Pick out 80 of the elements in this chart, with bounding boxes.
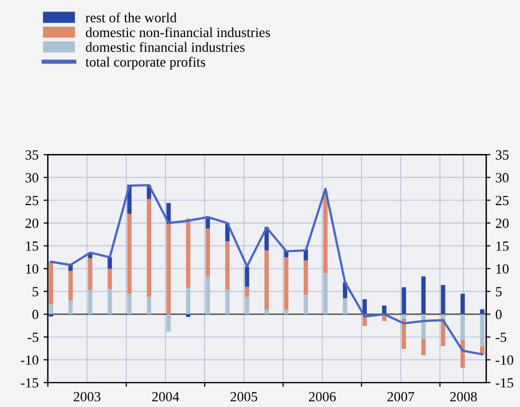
- y2-tick-label: 5: [496, 287, 502, 296]
- bar: [186, 218, 190, 288]
- bar: [284, 257, 288, 310]
- x-tick-label: 2006: [309, 392, 336, 402]
- y2-tick-label: 35: [496, 150, 509, 160]
- y-tick-label: -15: [20, 378, 38, 388]
- bar: [127, 214, 132, 294]
- y-tick-label: 5: [32, 287, 38, 296]
- y2-tick-label: 15: [496, 241, 509, 251]
- bar: [68, 300, 73, 314]
- bar: [440, 314, 446, 319]
- bar: [264, 250, 269, 310]
- bar: [88, 290, 92, 314]
- bar: [186, 314, 190, 317]
- x-tick-label: 2007: [387, 392, 414, 402]
- bar: [362, 299, 367, 314]
- x-tick-label: 2003: [74, 392, 100, 402]
- y-tick-label: 15: [26, 241, 38, 251]
- y-tick-label: 20: [26, 218, 38, 228]
- bar: [264, 310, 269, 314]
- bar: [480, 314, 484, 346]
- y2-tick-label: 30: [496, 173, 509, 182]
- y-tick-label: 25: [26, 196, 38, 206]
- bar: [304, 294, 308, 314]
- bar: [323, 273, 328, 314]
- y-tick-label: -10: [20, 355, 38, 365]
- y-tick-label: 10: [26, 264, 38, 274]
- x-tick-label: 2004: [152, 392, 180, 402]
- y-tick-label: 35: [26, 150, 38, 160]
- legend-label: domestic financial industries: [86, 42, 245, 52]
- bar: [244, 266, 250, 287]
- bar: [206, 276, 210, 314]
- y2-tick-label: -15: [496, 378, 514, 388]
- bar: [206, 218, 210, 229]
- bar: [108, 257, 112, 269]
- bar: [304, 260, 308, 295]
- y2-tick-label: 20: [496, 218, 509, 228]
- bar: [166, 314, 171, 332]
- bar: [382, 306, 386, 314]
- bar: [244, 296, 250, 314]
- y2-tick-label: 0: [496, 310, 502, 320]
- bar: [460, 314, 465, 340]
- y2-tick-label: -10: [496, 355, 514, 365]
- bar: [402, 314, 406, 319]
- bar: [460, 294, 465, 314]
- bar: [244, 286, 250, 297]
- y-tick-label: -5: [28, 332, 38, 342]
- legend-label: total corporate profits: [86, 56, 206, 70]
- bar: [225, 241, 230, 290]
- bar: [48, 304, 54, 314]
- y2-tick-label: 10: [496, 264, 509, 274]
- bar: [421, 338, 426, 356]
- bar: [127, 294, 132, 314]
- bar: [225, 290, 230, 314]
- bar: [108, 268, 112, 290]
- bar: [146, 296, 152, 314]
- x-tick-label: 2008: [450, 392, 477, 402]
- line-series: [50, 184, 484, 356]
- x-tick-label: 2005: [230, 392, 258, 402]
- bar: [402, 318, 406, 349]
- bar: [342, 298, 348, 314]
- bar: [88, 258, 92, 290]
- legend-label: domestic non-financial industries: [86, 27, 270, 38]
- bar: [166, 224, 171, 314]
- bar: [146, 198, 152, 297]
- bar: [108, 289, 112, 314]
- bar: [421, 276, 426, 314]
- bar: [284, 310, 288, 314]
- bar: [206, 228, 210, 276]
- y2-tick-label: -5: [496, 332, 506, 342]
- bar: [440, 285, 446, 314]
- bar: [186, 288, 190, 314]
- bar: [480, 309, 484, 314]
- y-tick-label: 0: [32, 310, 38, 320]
- bar: [402, 287, 406, 314]
- bar: [68, 270, 73, 301]
- y-tick-label: 30: [26, 173, 38, 182]
- y2-tick-label: 25: [496, 196, 509, 206]
- bar: [48, 262, 54, 304]
- legend-label: rest of the world: [86, 12, 177, 22]
